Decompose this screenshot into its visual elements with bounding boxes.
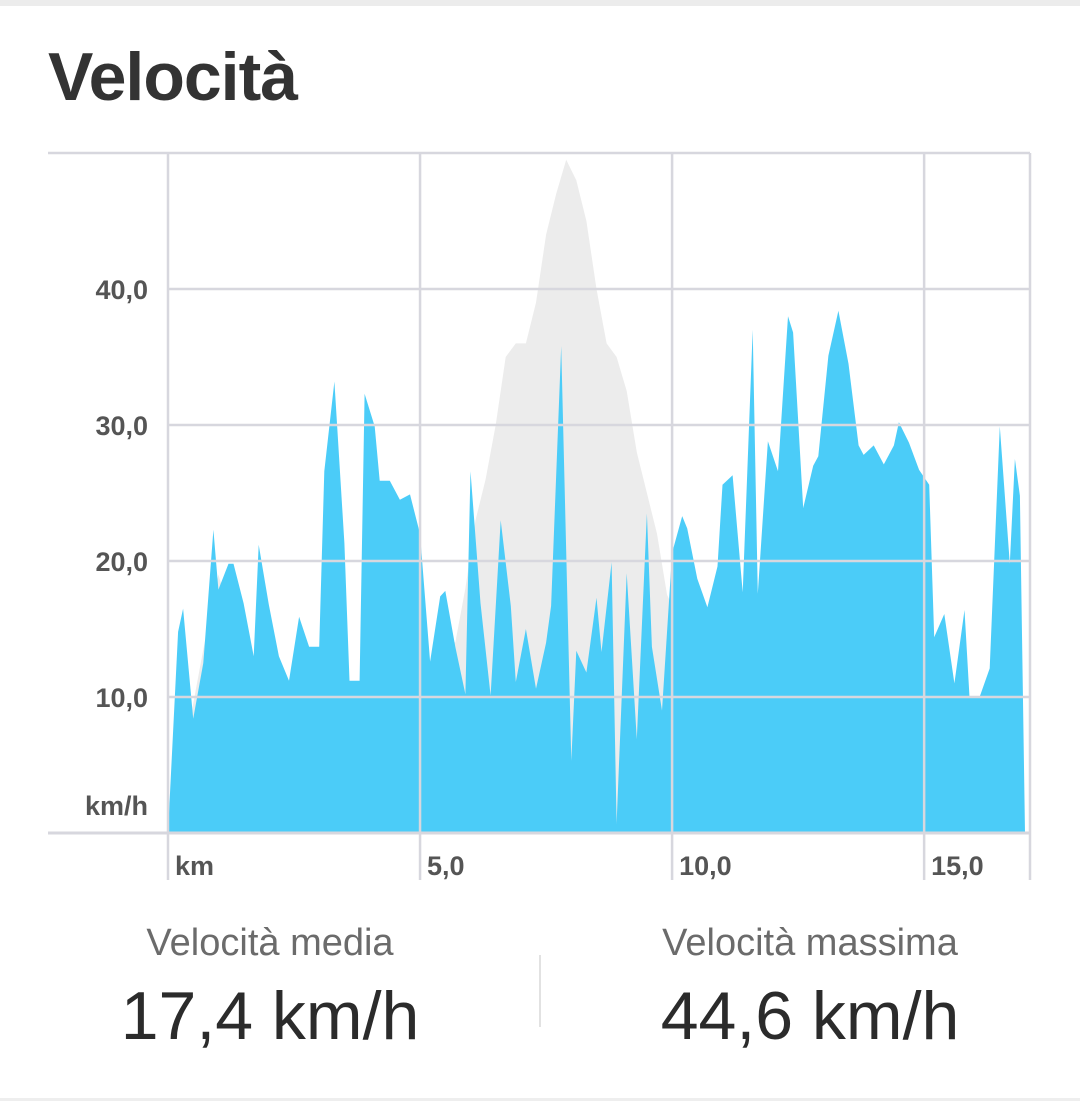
card-bottom-edge — [0, 1098, 1080, 1101]
y-tick-label: 10,0 — [95, 683, 148, 713]
x-tick-label: 5,0 — [427, 851, 465, 881]
x-tick-label: 10,0 — [679, 851, 732, 881]
average-speed-label: Velocità media — [146, 922, 394, 964]
x-tick-label: 15,0 — [931, 851, 984, 881]
max-speed-stat: Velocità massima 44,6 km/h — [540, 922, 1080, 1055]
max-speed-value: 44,6 km/h — [660, 978, 960, 1054]
x-unit-label: km — [175, 851, 214, 881]
average-speed-value: 17,4 km/h — [120, 978, 420, 1054]
y-tick-label: 20,0 — [95, 547, 148, 577]
max-speed-label: Velocità massima — [662, 922, 958, 964]
elevation-area — [168, 159, 1025, 834]
top-strip — [0, 0, 1080, 6]
y-unit-label: km/h — [85, 791, 148, 821]
speed-area — [168, 310, 1025, 833]
average-speed-stat: Velocità media 17,4 km/h — [0, 922, 540, 1055]
stats-divider — [539, 955, 541, 1027]
y-tick-label: 40,0 — [95, 275, 148, 305]
y-tick-label: 30,0 — [95, 411, 148, 441]
card-title: Velocità — [48, 39, 298, 115]
speed-chart: 10,0 20,0 30,0 40,0 5,0 10,0 15,0 km/h km — [48, 151, 1032, 881]
